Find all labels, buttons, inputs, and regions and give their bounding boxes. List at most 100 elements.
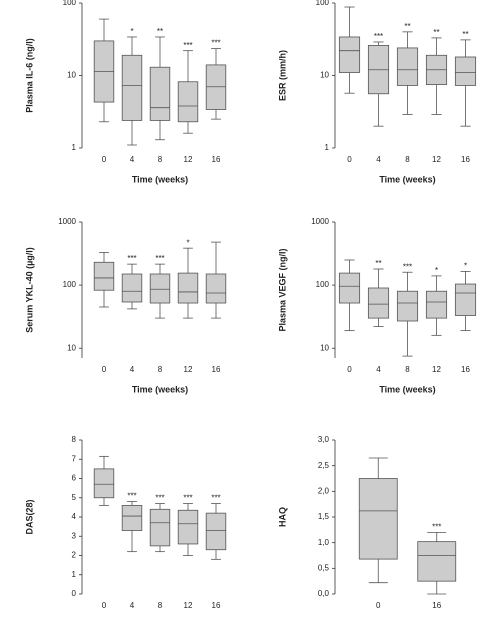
box: [205, 273, 227, 304]
box: [367, 287, 390, 319]
y-axis-label: Serum YKL-40 (µg/l): [24, 247, 34, 333]
x-tick-label: 12: [432, 365, 441, 374]
y-tick-label: 10: [67, 71, 76, 80]
significance: *: [464, 261, 467, 270]
box: [417, 541, 457, 582]
y-tick-label: 10: [67, 343, 76, 352]
y-tick-label: 3,0: [318, 435, 330, 444]
x-tick-label: 4: [376, 155, 381, 164]
significance: **: [157, 27, 163, 36]
y-tick-label: 1,5: [318, 512, 330, 521]
x-tick-label: 0: [347, 365, 352, 374]
box: [177, 272, 199, 304]
y-axis-label: HAQ: [277, 507, 287, 527]
significance: ***: [183, 494, 192, 503]
box: [149, 273, 171, 304]
x-tick-label: 4: [130, 155, 135, 164]
y-tick-label: 0,5: [318, 563, 330, 572]
box: [177, 509, 199, 545]
x-tick-label: 16: [212, 155, 221, 164]
x-tick-label: 12: [184, 601, 193, 610]
x-tick-label: 0: [102, 365, 107, 374]
x-tick-label: 16: [212, 601, 221, 610]
significance: ***: [374, 32, 383, 41]
box: [358, 478, 398, 560]
y-tick-label: 0: [72, 589, 77, 598]
significance: *: [186, 238, 189, 247]
y-tick-label: 5: [72, 493, 77, 502]
y-tick-label: 1,0: [318, 538, 330, 547]
y-tick-label: 100: [316, 0, 330, 7]
box: [121, 505, 143, 531]
y-tick-label: 10: [320, 343, 329, 352]
box: [149, 508, 171, 547]
x-tick-label: 4: [130, 601, 135, 610]
significance: **: [375, 259, 381, 268]
box: [149, 66, 171, 121]
significance: *: [130, 27, 133, 36]
x-tick-label: 16: [461, 365, 470, 374]
box: [338, 272, 361, 304]
x-tick-label: 8: [405, 365, 410, 374]
x-tick-label: 4: [376, 365, 381, 374]
x-tick-label: 0: [376, 601, 381, 610]
x-axis-label: Time (weeks): [132, 384, 188, 394]
y-tick-label: 1000: [58, 217, 76, 226]
significance: ***: [211, 494, 220, 503]
y-tick-label: 100: [63, 280, 77, 289]
y-tick-label: 2,5: [318, 461, 330, 470]
significance: **: [462, 30, 468, 39]
x-tick-label: 0: [102, 155, 107, 164]
significance: ***: [403, 262, 412, 271]
x-tick-label: 12: [184, 365, 193, 374]
significance: ***: [127, 492, 136, 501]
significance: **: [404, 22, 410, 31]
significance: ***: [155, 494, 164, 503]
box: [454, 56, 477, 86]
y-axis-label: ESR (mm/h): [277, 50, 287, 101]
y-tick-label: 4: [72, 512, 77, 521]
x-tick-label: 16: [461, 155, 470, 164]
x-tick-label: 8: [158, 155, 163, 164]
x-tick-label: 12: [184, 155, 193, 164]
y-tick-label: 2: [72, 551, 77, 560]
x-tick-label: 8: [158, 601, 163, 610]
y-tick-label: 1: [325, 143, 330, 152]
significance: *: [435, 266, 438, 275]
x-axis-label: Time (weeks): [379, 174, 435, 184]
y-axis-label: DAS(28): [24, 499, 34, 534]
x-tick-label: 8: [158, 365, 163, 374]
significance: ***: [211, 39, 220, 48]
box: [177, 81, 199, 123]
box: [121, 54, 143, 121]
y-tick-label: 8: [72, 435, 77, 444]
box: [454, 283, 477, 316]
x-axis-label: Time (weeks): [379, 384, 435, 394]
x-tick-label: 0: [102, 601, 107, 610]
box: [338, 36, 361, 73]
significance: **: [433, 28, 439, 37]
box: [205, 64, 227, 110]
y-tick-label: 100: [63, 0, 77, 7]
box: [93, 468, 115, 499]
y-tick-label: 7: [72, 454, 77, 463]
y-tick-label: 2,0: [318, 486, 330, 495]
y-tick-label: 1000: [311, 217, 329, 226]
significance: ***: [183, 41, 192, 50]
box: [121, 273, 143, 303]
box: [93, 261, 115, 291]
y-tick-label: 0,0: [318, 589, 330, 598]
y-tick-label: 100: [316, 280, 330, 289]
x-axis-label: Time (weeks): [132, 174, 188, 184]
y-tick-label: 10: [320, 71, 329, 80]
x-tick-label: 12: [432, 155, 441, 164]
significance: ***: [127, 254, 136, 263]
y-tick-label: 3: [72, 531, 77, 540]
box: [205, 512, 227, 551]
box: [396, 47, 419, 86]
x-tick-label: 4: [130, 365, 135, 374]
x-tick-label: 16: [432, 601, 441, 610]
y-tick-label: 6: [72, 474, 77, 483]
y-tick-label: 1: [72, 570, 77, 579]
